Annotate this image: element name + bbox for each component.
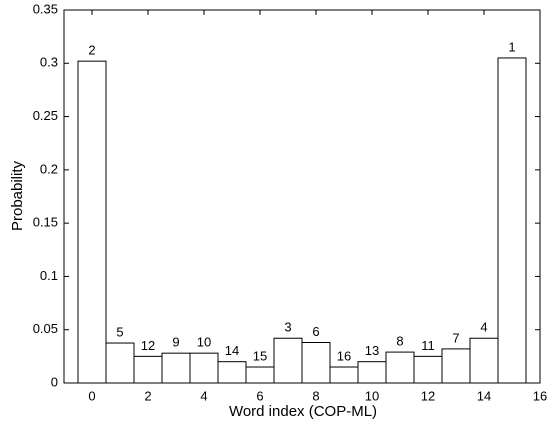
y-tick-label: 0.05: [33, 321, 58, 336]
bar-annotation: 7: [452, 330, 459, 345]
bar-annotation: 11: [421, 338, 435, 353]
x-tick-label: 8: [312, 388, 319, 403]
y-tick-label: 0.1: [40, 268, 58, 283]
x-tick-label: 6: [256, 388, 263, 403]
bar-annotation: 1: [508, 39, 515, 54]
y-tick-label: 0.15: [33, 215, 58, 230]
x-axis-label: Word index (COP-ML): [229, 403, 377, 420]
bar-annotation: 9: [172, 335, 179, 350]
y-tick-label: 0.35: [33, 1, 58, 16]
bar: [245, 366, 275, 384]
x-tick-label: 10: [365, 388, 379, 403]
x-tick-label: 4: [200, 388, 207, 403]
bar-annotation: 10: [197, 335, 211, 350]
x-tick-label: 14: [477, 388, 491, 403]
bar-annotation: 3: [284, 320, 291, 335]
bar: [133, 355, 163, 384]
bar: [161, 352, 191, 384]
y-tick-label: 0.3: [40, 55, 58, 70]
x-tick-label: 0: [88, 388, 95, 403]
bar-annotation: 4: [480, 320, 487, 335]
bar: [385, 351, 415, 384]
bar: [77, 60, 107, 384]
bar: [273, 337, 303, 384]
y-tick-label: 0.2: [40, 161, 58, 176]
bar: [357, 361, 387, 384]
bar: [329, 366, 359, 384]
bar: [105, 342, 135, 384]
bar: [441, 348, 471, 384]
x-tick-label: 2: [144, 388, 151, 403]
bar: [217, 361, 247, 384]
y-axis-label: Probability: [9, 160, 26, 231]
bar-annotation: 5: [116, 324, 123, 339]
bar: [301, 342, 331, 384]
bar: [497, 57, 527, 384]
bar: [469, 337, 499, 384]
bar-annotation: 2: [88, 43, 95, 58]
y-tick-label: 0.25: [33, 108, 58, 123]
bar-annotation: 8: [396, 334, 403, 349]
bar-annotation: 6: [312, 324, 319, 339]
bar: [189, 352, 219, 384]
bar-annotation: 12: [141, 338, 155, 353]
y-tick-label: 0: [51, 374, 58, 389]
x-tick-label: 16: [533, 388, 547, 403]
bar-annotation: 16: [337, 348, 351, 363]
bar-annotation: 14: [225, 343, 239, 358]
plot-frame: [63, 9, 541, 384]
bar-annotation: 13: [365, 343, 379, 358]
bar-annotation: 15: [253, 348, 267, 363]
x-tick-label: 12: [421, 388, 435, 403]
bar: [413, 355, 443, 384]
